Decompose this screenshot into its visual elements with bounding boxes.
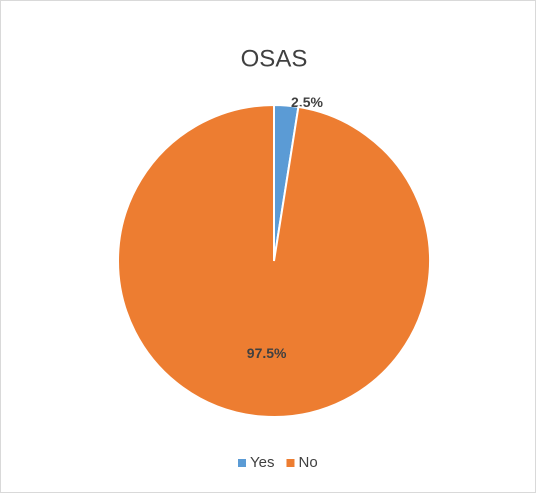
legend-label: Yes (250, 454, 274, 471)
legend-label: No (298, 454, 317, 471)
pie-slice (117, 103, 431, 418)
legend-swatch (286, 459, 295, 467)
chart-title: OSAS (241, 45, 308, 72)
data-label: 97.5% (247, 345, 287, 361)
legend-swatch (238, 459, 246, 467)
